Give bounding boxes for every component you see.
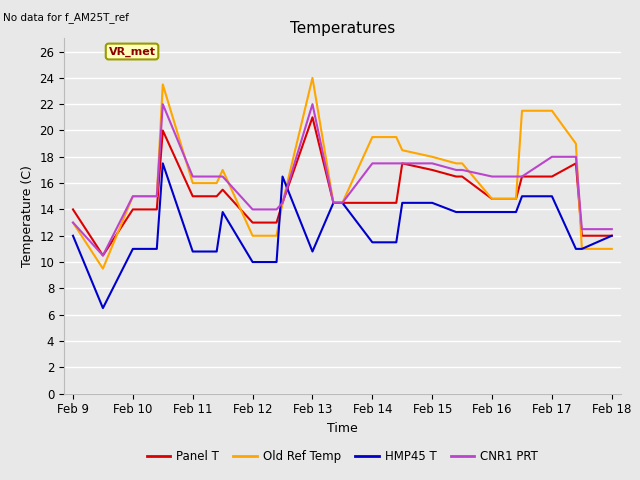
Legend: Panel T, Old Ref Temp, HMP45 T, CNR1 PRT: Panel T, Old Ref Temp, HMP45 T, CNR1 PRT [142,445,543,468]
X-axis label: Time: Time [327,422,358,435]
Title: Temperatures: Temperatures [290,21,395,36]
Text: VR_met: VR_met [109,47,156,57]
Text: No data for f_AM25T_ref: No data for f_AM25T_ref [3,12,129,23]
Y-axis label: Temperature (C): Temperature (C) [20,165,34,267]
